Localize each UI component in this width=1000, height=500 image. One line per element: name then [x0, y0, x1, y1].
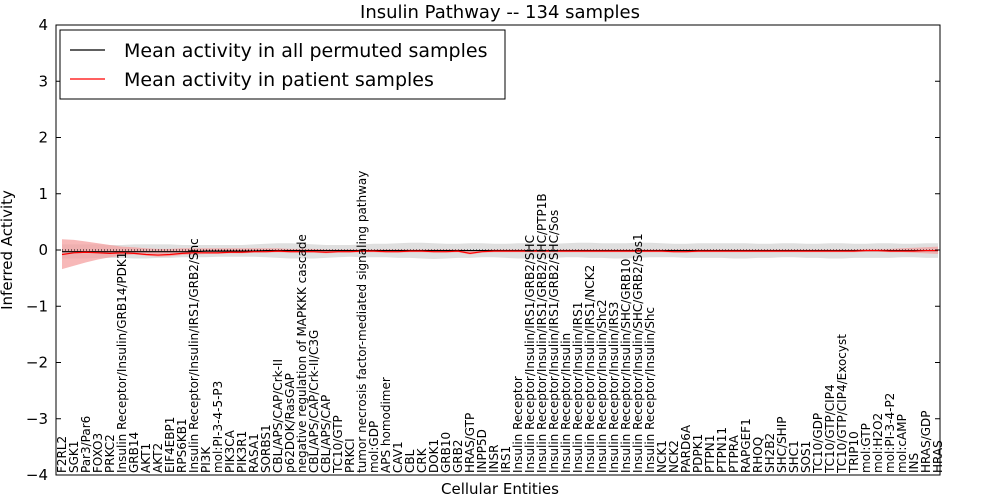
entity-label: HRAS	[931, 440, 945, 473]
entity-label: mol:GTP	[859, 423, 873, 473]
entity-label: Insulin Receptor/Insulin	[559, 333, 573, 473]
entity-label: Insulin Receptor/Insulin/SHC/GRB2/Sos1	[631, 233, 645, 473]
entity-label: SOS1	[799, 441, 813, 473]
y-tick-label: 0	[38, 241, 48, 259]
y-tick-label: 1	[38, 185, 48, 203]
entity-label: Insulin Receptor/Insulin/IRS1/GRB2/SHC/S…	[547, 210, 561, 473]
y-tick-label: −4	[26, 466, 48, 484]
entity-label: NCK1	[655, 440, 669, 473]
entity-label: PDPK1	[691, 434, 705, 473]
entity-label: INS	[907, 453, 921, 473]
y-tick-label: −3	[26, 410, 48, 428]
entity-label: RAPGEF1	[739, 418, 753, 473]
entity-label: negative regulation of MAPKKK cascade	[295, 234, 309, 473]
entity-label: Insulin Receptor/Insulin/IRS1/GRB2/SHC	[523, 235, 537, 473]
entity-label: TRIP10	[847, 431, 861, 474]
entity-label: INSR	[487, 445, 501, 473]
y-tick-label: 4	[38, 16, 48, 34]
entity-label: PARD6A	[679, 424, 693, 473]
entity-label: TC10/GTP/CIP4	[823, 384, 837, 474]
entity-label: FOXO3	[91, 433, 105, 473]
entity-label: SGK1	[67, 441, 81, 473]
entity-label: PTPN11	[715, 427, 729, 473]
entity-label: tumor necrosis factor-mediated signaling…	[355, 171, 369, 473]
entity-label: EIF4EBP1	[163, 417, 177, 473]
entity-label: PIK3CA	[223, 429, 237, 473]
x-axis-title: Cellular Entities	[441, 480, 559, 498]
legend-box	[59, 29, 506, 100]
entity-label: SHC/SHIP	[775, 417, 789, 473]
entity-label: AKT2	[151, 443, 165, 473]
entity-label: SORBS1	[259, 424, 273, 473]
entity-label: CBL	[403, 449, 417, 473]
legend-label-permuted: Mean activity in all permuted samples	[124, 40, 487, 62]
entity-label: mol:H2O2	[871, 413, 885, 473]
entity-label: CBL/APS/CAP/Crk-II/C3G	[307, 330, 321, 473]
y-axis: 4 3 2 1 0 −1 −2 −3 −4	[26, 16, 940, 484]
entity-label: p62DOK/RasGAP	[283, 373, 297, 473]
entity-label: mol:GDP	[367, 421, 381, 473]
entity-label: SHC1	[787, 440, 801, 473]
entity-label: Insulin Receptor/Insulin/IRS1/GRB2/SHC/P…	[535, 193, 549, 473]
entity-label: Insulin Receptor/Insulin/IRS1/NCK2	[583, 265, 597, 473]
entity-label: PI3K	[199, 446, 213, 473]
chart-title: Insulin Pathway -- 134 samples	[360, 2, 640, 23]
entity-label: NCK2	[667, 440, 681, 473]
entity-label: Insulin Receptor/Insulin/IRS1/GRB2/Shc	[187, 238, 201, 473]
entity-label: F2RL2	[55, 436, 69, 473]
entity-label: GRB14	[127, 432, 141, 473]
entity-label: INPP5D	[475, 429, 489, 473]
entity-label: Insulin Receptor/Insulin/Shc	[643, 307, 657, 473]
entity-label: APS homodimer	[379, 377, 393, 473]
y-axis-title: Inferred Activity	[0, 190, 16, 310]
entity-label: HRAS/GDP	[919, 410, 933, 473]
entity-label: PTPRA	[727, 434, 741, 473]
y-tick-label: 3	[38, 72, 48, 90]
entity-label: RPS6KB1	[175, 418, 189, 473]
line-layer	[61, 249, 938, 256]
entity-label: SH2B2	[763, 433, 777, 473]
entity-label: GRB2	[451, 439, 465, 473]
entity-label: mol:PI-3-4-5-P3	[211, 381, 225, 473]
entity-label: PRKCI	[343, 438, 357, 473]
entity-label: RHOQ	[751, 437, 765, 473]
entity-label: PIK3R1	[235, 431, 249, 473]
entity-label: mol:PI-3-4-P2	[883, 393, 897, 473]
entity-label: DOK1	[427, 439, 441, 473]
entity-label: mol:cAMP	[895, 414, 909, 473]
entity-label: Par3/Par6	[79, 416, 93, 473]
entity-label: PRKC2	[103, 434, 117, 473]
entity-label: RASA1	[247, 433, 261, 473]
y-tick-label: −1	[26, 297, 48, 315]
entity-label: Insulin Receptor/Insulin/SHC/GRB10	[619, 259, 633, 473]
y-tick-label: 2	[38, 129, 48, 147]
entity-label: CRK	[415, 447, 429, 473]
entity-label: Insulin Receptor/Insulin/IRS1	[571, 302, 585, 473]
entity-label: Insulin Receptor/Insulin/IRS3	[607, 302, 621, 473]
entity-label: IRS1	[499, 446, 513, 473]
entity-label: GRB10	[439, 432, 453, 473]
entity-label: CAV1	[391, 441, 405, 473]
entity-label: TC10/GTP	[331, 415, 345, 474]
entity-label: CBL/APS/CAP	[319, 395, 333, 473]
entity-label: Insulin Receptor/Insulin/GRB14/PDK1	[115, 252, 129, 473]
series-line-patient	[61, 249, 938, 256]
y-tick-label: −2	[26, 354, 48, 372]
legend: Mean activity in all permuted samples Me…	[59, 29, 506, 100]
entity-label: TC10/GTP/CIP4/Exocyst	[835, 334, 849, 474]
entity-label: HRAS/GTP	[463, 413, 477, 473]
legend-label-patient: Mean activity in patient samples	[124, 69, 434, 91]
entity-label: AKT1	[139, 443, 153, 473]
entity-label: CBL/APS/CAP/Crk-II	[271, 359, 285, 473]
entity-label: TC10/GDP	[811, 413, 825, 474]
entity-label: Insulin Receptor	[511, 376, 525, 473]
entity-label: Insulin Receptor/Insulin/Shc2	[595, 299, 609, 473]
entity-label: PTPN1	[703, 435, 717, 473]
